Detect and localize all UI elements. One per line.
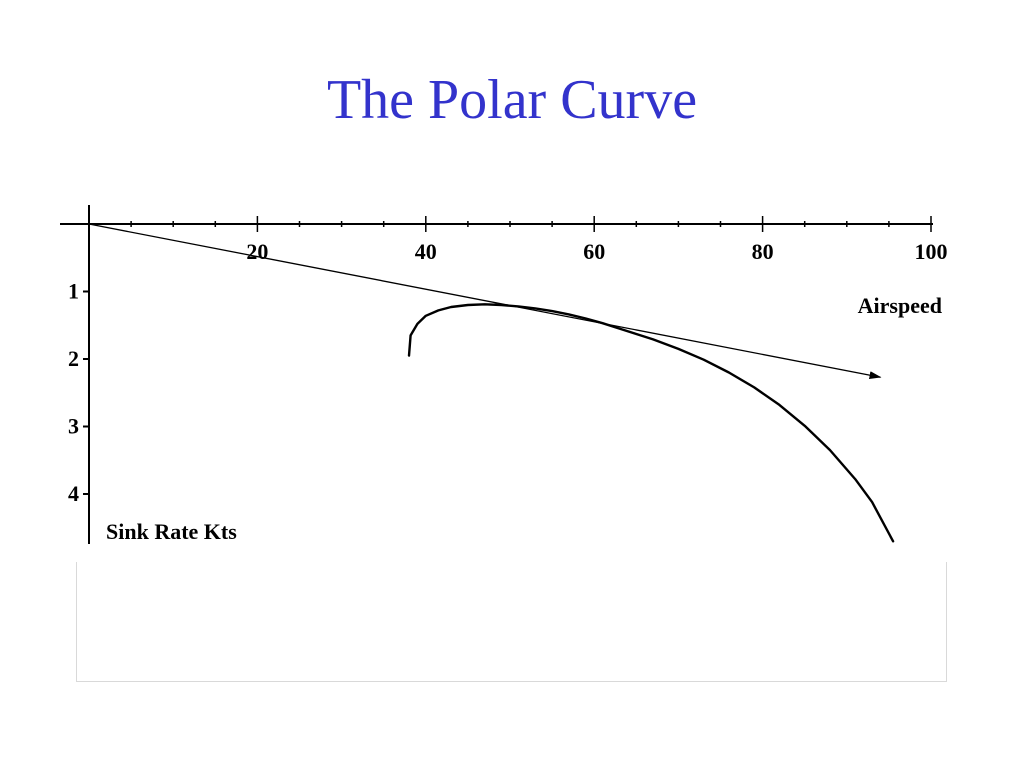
- x-tick-label: 20: [246, 239, 268, 264]
- content-placeholder-box: [76, 562, 947, 682]
- x-tick-label: 100: [915, 239, 948, 264]
- x-minor-ticks: [130, 221, 890, 227]
- y-tick-label: 3: [68, 414, 79, 439]
- y-tick-label: 2: [68, 346, 79, 371]
- x-tick-label: 80: [752, 239, 774, 264]
- x-tick-label: 40: [415, 239, 437, 264]
- x-tick-label: 60: [583, 239, 605, 264]
- slide-title: The Polar Curve: [326, 69, 698, 131]
- y-ticks: 1 2 3 4: [68, 279, 89, 506]
- y-tick-label: 1: [68, 279, 79, 304]
- x-major-ticks: 20 40 60 80 100: [246, 216, 948, 264]
- y-axis-title: Sink Rate Kts: [106, 519, 237, 544]
- polar-curve-line: [407, 303, 895, 543]
- x-axis-title: Airspeed: [858, 293, 942, 318]
- y-tick-label: 4: [68, 481, 79, 506]
- tangent-line: [88, 223, 882, 380]
